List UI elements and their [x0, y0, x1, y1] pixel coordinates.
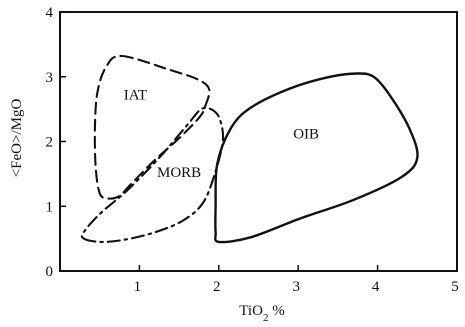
plot-frame: [59, 11, 458, 272]
y-tick-label: 2: [46, 135, 54, 151]
x-tick-label: 3: [292, 279, 300, 295]
x-axis-title-subscript: 2: [263, 312, 269, 322]
axis-ticks: 1 2 3 4 5 0 1 2 3 4: [46, 5, 459, 295]
x-axis-title-main: TiO: [239, 303, 263, 319]
field-outline-iat: [93, 54, 211, 200]
field-outline-oib: [214, 72, 419, 244]
x-axis-title-suffix: %: [268, 303, 284, 319]
field-label-morb: MORB: [157, 165, 201, 181]
field-label-iat: IAT: [124, 87, 147, 103]
x-tick-label: 1: [134, 279, 142, 295]
field-label-oib: OIB: [293, 126, 319, 142]
y-tick-label: 1: [46, 199, 54, 215]
tectonic-fields: [80, 54, 419, 244]
field-labels: IAT MORB OIB: [124, 87, 319, 181]
x-tick-label: 5: [451, 279, 459, 295]
x-tick-label: 2: [213, 279, 221, 295]
y-axis-title: <FeO>/MgO: [9, 99, 25, 178]
field-outline-morb: [80, 106, 225, 243]
x-axis-title: TiO2 %: [239, 303, 284, 322]
x-tick-label: 4: [372, 279, 380, 295]
y-tick-label: 0: [46, 264, 54, 280]
plot-border: [59, 11, 458, 272]
y-tick-label: 3: [46, 70, 54, 86]
y-tick-label: 4: [46, 5, 54, 21]
